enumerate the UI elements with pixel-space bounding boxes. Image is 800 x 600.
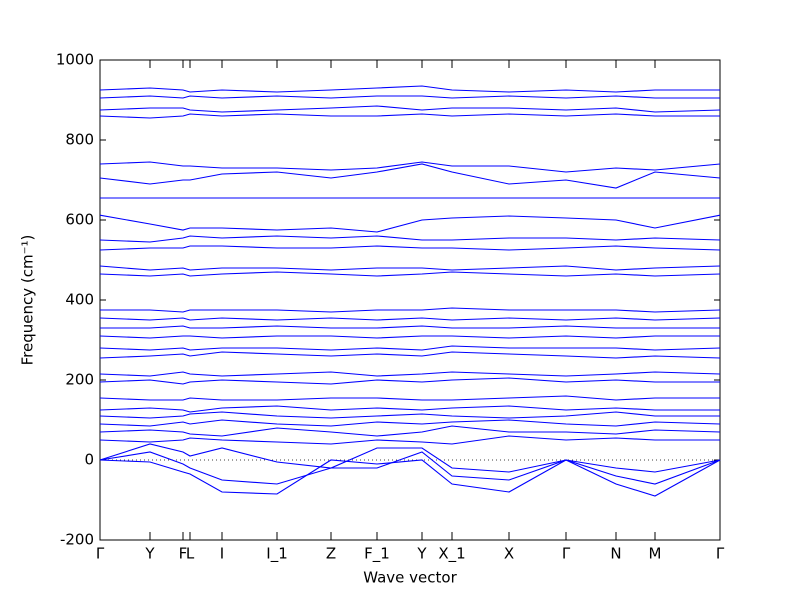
x-tick-label: Γ (562, 545, 571, 563)
y-tick-label: 400 (65, 291, 94, 309)
band-line (99, 245, 721, 251)
y-tick-label: 1000 (56, 51, 94, 69)
band-line (99, 335, 720, 339)
x-axis-label: Wave vector (363, 569, 457, 587)
band-line (99, 405, 720, 413)
band-line (99, 425, 721, 437)
x-tick-label: Y (144, 545, 155, 563)
x-tick-label: Y (416, 545, 427, 563)
plot-frame (99, 59, 721, 541)
band-line (99, 459, 721, 497)
x-tick-label: N (610, 545, 621, 563)
band-line (99, 271, 721, 277)
band-line (99, 85, 720, 93)
band-line (99, 214, 721, 233)
y-tick-label: 0 (84, 451, 94, 469)
band-line (99, 345, 721, 351)
band-line (99, 265, 721, 271)
band-line (99, 317, 721, 321)
x-tick-label: I (220, 545, 224, 563)
x-tick-label: Γ (716, 545, 725, 563)
band-line (99, 443, 721, 473)
band-line (100, 307, 721, 313)
band-line (99, 95, 720, 99)
y-axis-label: Frequency (cm⁻¹) (19, 235, 37, 366)
band-line (99, 161, 721, 173)
x-tick-label: X_1 (438, 545, 465, 564)
band-line (99, 435, 720, 445)
x-tick-label: Γ (96, 545, 105, 563)
y-tick-label: 800 (65, 131, 94, 149)
x-tick-label: L (186, 545, 195, 563)
band-line (100, 325, 720, 329)
band-line (99, 105, 721, 113)
band-line (99, 377, 720, 385)
x-tick-label: M (649, 545, 662, 563)
y-tick-label: 600 (65, 211, 94, 229)
band-line (99, 113, 720, 119)
band-line (99, 411, 720, 419)
band-line (99, 371, 721, 377)
band-line (99, 419, 721, 427)
x-tick-label: I_1 (266, 545, 287, 564)
band-line (99, 163, 721, 189)
y-tick-label: 200 (65, 371, 94, 389)
band-line (99, 235, 721, 243)
x-tick-label: F (179, 545, 188, 563)
band-line (99, 351, 721, 359)
x-tick-label: F_1 (364, 545, 390, 564)
x-tick-label: X (504, 545, 514, 563)
band-line (99, 395, 720, 401)
x-tick-label: Z (326, 545, 336, 563)
y-tick-label: -200 (60, 531, 94, 549)
band-line (99, 451, 721, 485)
